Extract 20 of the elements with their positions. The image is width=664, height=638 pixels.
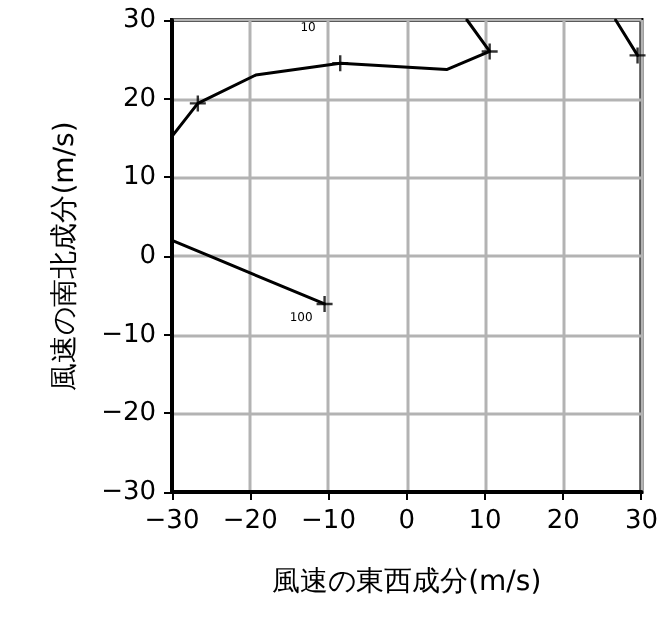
point <box>480 42 499 61</box>
y-tick-label: −30 <box>101 477 156 507</box>
point <box>188 94 208 113</box>
y-tick-label: 30 <box>122 5 156 35</box>
y-tick-label: −10 <box>101 319 156 350</box>
x-tick-label: 30 <box>624 506 658 536</box>
x-tick-label: 0 <box>398 506 416 536</box>
y-tick-label: −20 <box>101 398 156 429</box>
x-tick-label: 10 <box>468 506 502 536</box>
x-tick-label: −10 <box>301 506 356 536</box>
y-tick-label: 0 <box>139 241 156 271</box>
x-axis-title: 風速の東西成分(m/s) <box>272 566 542 598</box>
x-tick-label: 20 <box>546 506 580 536</box>
y-tick-label: 20 <box>122 83 156 114</box>
point <box>628 46 647 65</box>
x-tick-label: −20 <box>222 506 278 536</box>
y-axis-title: 風速の南北成分(m/s) <box>49 121 82 391</box>
x-tick-label: −30 <box>144 506 200 536</box>
point <box>315 294 334 314</box>
y-tick-label: 10 <box>122 162 156 193</box>
